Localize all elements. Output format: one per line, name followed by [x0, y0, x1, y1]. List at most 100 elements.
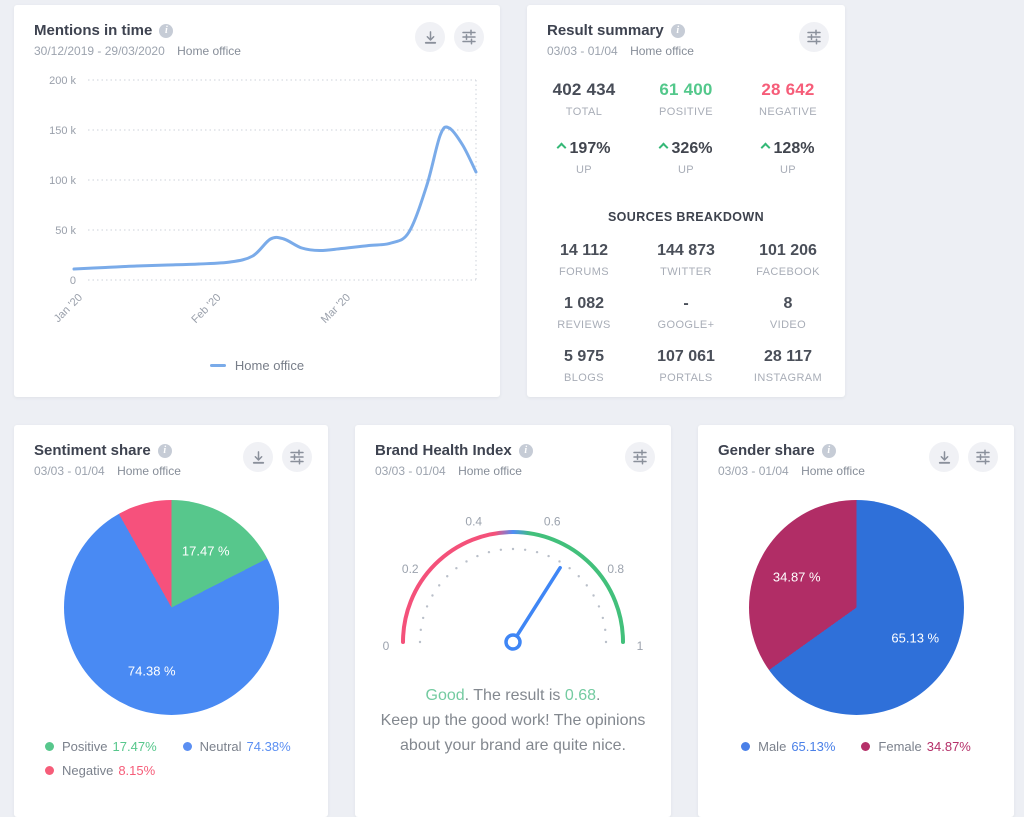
legend-item-negative[interactable]: Negative 8.15%	[45, 763, 155, 778]
bhi-text-mid: . The result is	[464, 687, 565, 704]
gender-pie[interactable]: 65.13 % 34.87 %	[748, 500, 964, 715]
info-icon[interactable]: i	[518, 443, 533, 458]
source-label: GOOGLE+	[657, 319, 715, 331]
svg-text:1: 1	[637, 639, 644, 653]
stat-positive: 61 400 POSITIVE	[635, 80, 737, 118]
svg-text:0.2: 0.2	[402, 562, 419, 576]
legend-value: 8.15%	[118, 763, 156, 778]
up-arrow-icon	[658, 142, 668, 153]
sliders-icon	[807, 29, 821, 45]
info-icon[interactable]: i	[159, 23, 174, 38]
up-arrow-icon	[556, 142, 566, 153]
settings-button[interactable]	[454, 22, 484, 52]
svg-text:200 k: 200 k	[49, 75, 76, 87]
settings-button[interactable]	[968, 442, 998, 472]
sliders-icon	[462, 29, 476, 45]
date-range: 30/12/2019 - 29/03/2020	[34, 44, 165, 58]
info-icon[interactable]: i	[670, 23, 685, 38]
change-percent: 197%	[569, 140, 611, 157]
source-reviews: 1 082 REVIEWS	[533, 295, 635, 331]
change-percent: 326%	[671, 140, 713, 157]
project-name: Home office	[177, 44, 241, 58]
pie-slice-label: 65.13 %	[891, 630, 940, 646]
legend-item-positive[interactable]: Positive 17.47%	[45, 739, 157, 754]
source-label: PORTALS	[659, 372, 713, 384]
mentions-title-block: Mentions in time i 30/12/2019 - 29/03/20…	[34, 22, 241, 58]
source-forums: 14 112 FORUMS	[533, 242, 635, 278]
legend-label: Negative	[62, 763, 114, 778]
svg-text:Mar '20: Mar '20	[319, 292, 353, 326]
sentiment-card-header: Sentiment share i 03/03 - 01/04 Home off…	[14, 425, 328, 478]
source-label: VIDEO	[769, 319, 807, 331]
download-button[interactable]	[415, 22, 445, 52]
source-value: 144 873	[657, 242, 715, 259]
card-actions	[790, 22, 829, 52]
sentiment-title-block: Sentiment share i 03/03 - 01/04 Home off…	[34, 442, 181, 478]
legend-item-male[interactable]: Male 65.13%	[741, 739, 835, 754]
card-title-text: Brand Health Index	[375, 442, 512, 459]
change-label: UP	[677, 164, 695, 176]
source-value: 1 082	[563, 295, 605, 312]
gender-card-header: Gender share i 03/03 - 01/04 Home office	[698, 425, 1014, 478]
project-name: Home office	[458, 464, 522, 478]
card-title: Sentiment share i	[34, 442, 181, 459]
source-label: INSTAGRAM	[753, 372, 823, 384]
card-actions	[234, 442, 312, 472]
legend-dot-icon	[861, 742, 871, 751]
summary-title-block: Result summary i 03/03 - 01/04 Home offi…	[547, 22, 694, 58]
info-icon[interactable]: i	[157, 443, 172, 458]
legend-dash-icon	[209, 363, 226, 367]
legend-item-neutral[interactable]: Neutral 74.38%	[182, 739, 291, 754]
legend-label[interactable]: Home office	[234, 358, 305, 373]
settings-button[interactable]	[625, 442, 655, 472]
bhi-message: Keep up the good work! The opinions abou…	[380, 711, 646, 754]
svg-text:Feb '20: Feb '20	[189, 292, 223, 326]
source-portals: 107 061 PORTALS	[635, 348, 737, 384]
date-range: 03/03 - 01/04	[375, 464, 446, 478]
bhi-gauge: 0 0.2 0.4 0.6 0.8 1	[383, 514, 644, 653]
source-value: 28 117	[763, 348, 813, 365]
card-title: Mentions in time i	[34, 22, 241, 39]
sliders-icon	[976, 449, 990, 465]
legend-value: 34.87%	[926, 739, 971, 754]
card-actions	[920, 442, 998, 472]
stat-label: POSITIVE	[659, 106, 713, 118]
info-icon[interactable]: i	[821, 443, 836, 458]
legend-value: 17.47%	[112, 739, 157, 754]
legend-value: 65.13%	[791, 739, 836, 754]
svg-text:0: 0	[70, 275, 76, 287]
stat-negative: 28 642 NEGATIVE	[737, 80, 839, 118]
gender-card: Gender share i 03/03 - 01/04 Home office	[698, 425, 1014, 817]
download-icon	[424, 30, 436, 44]
legend-item-female[interactable]: Female 34.87%	[861, 739, 971, 754]
sentiment-pie[interactable]: 17.47 % 74.38 %	[63, 500, 279, 715]
source-label: REVIEWS	[557, 319, 611, 331]
stat-total: 402 434 TOTAL	[533, 80, 635, 118]
source-value: 8	[783, 295, 793, 312]
sentiment-card: Sentiment share i 03/03 - 01/04 Home off…	[14, 425, 328, 817]
card-title-text: Gender share	[718, 442, 815, 459]
sources-grid: 14 112 FORUMS 144 873 TWITTER 101 206 FACEB…	[527, 242, 845, 384]
up-arrow-icon	[760, 142, 770, 153]
sources-breakdown-title: SOURCES BREAKDOWN	[607, 210, 765, 224]
bottom-row: Sentiment share i 03/03 - 01/04 Home off…	[14, 425, 1024, 817]
bhi-value: 0.68	[564, 687, 596, 704]
change-negative: 128% UP	[737, 140, 839, 176]
summary-stats: 402 434 TOTAL 61 400 POSITIVE 28 642 NEG…	[527, 80, 845, 118]
card-subtitle: 03/03 - 01/04 Home office	[375, 464, 533, 478]
date-range: 03/03 - 01/04	[34, 464, 105, 478]
download-button[interactable]	[243, 442, 273, 472]
card-title: Gender share i	[718, 442, 865, 459]
download-button[interactable]	[929, 442, 959, 472]
source-value: 14 112	[559, 242, 609, 259]
change-percent: 128%	[773, 140, 815, 157]
mentions-chart[interactable]: 0 50 k 100 k 150 k 200 k Jan '20 Feb '20 Mar '2…	[26, 66, 488, 356]
card-title: Brand Health Index i	[375, 442, 533, 459]
source-label: FORUMS	[558, 266, 610, 278]
mentions-card: Mentions in time i 30/12/2019 - 29/03/20…	[14, 5, 500, 397]
settings-button[interactable]	[282, 442, 312, 472]
result-summary-card: Result summary i 03/03 - 01/04 Home offi…	[527, 5, 845, 397]
settings-button[interactable]	[799, 22, 829, 52]
legend-dot-icon	[182, 742, 192, 751]
